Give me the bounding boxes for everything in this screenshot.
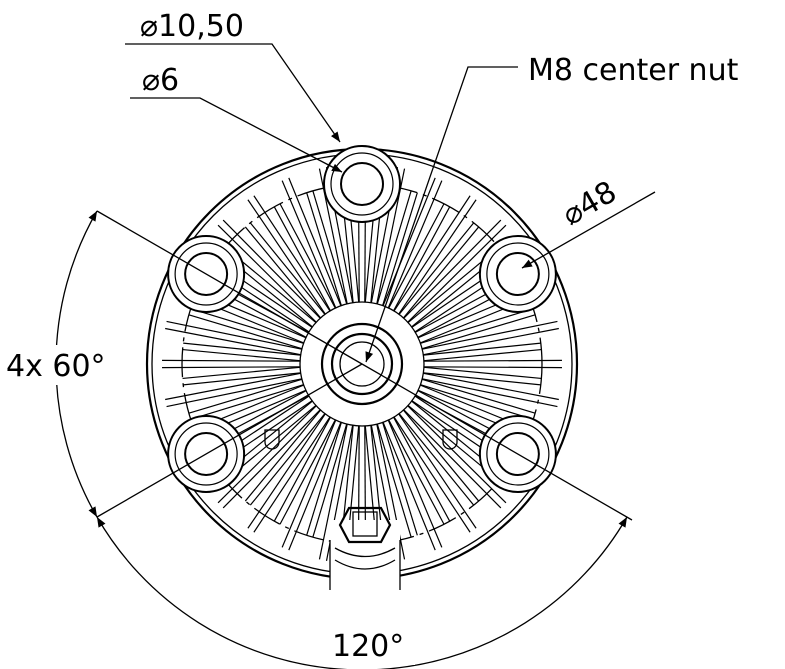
dim-label: ⌀48 [557,174,623,232]
part [147,146,577,590]
angle-label: 4x 60° [6,349,106,384]
drawing: ⌀10,50 ⌀6 M8 center nut ⌀48 4x 60° 120° [0,0,785,669]
callout-label: M8 center nut [528,53,739,88]
dim-label: ⌀6 [142,63,179,98]
dim-label: ⌀10,50 [140,9,244,44]
angle-label: 120° [332,629,404,664]
